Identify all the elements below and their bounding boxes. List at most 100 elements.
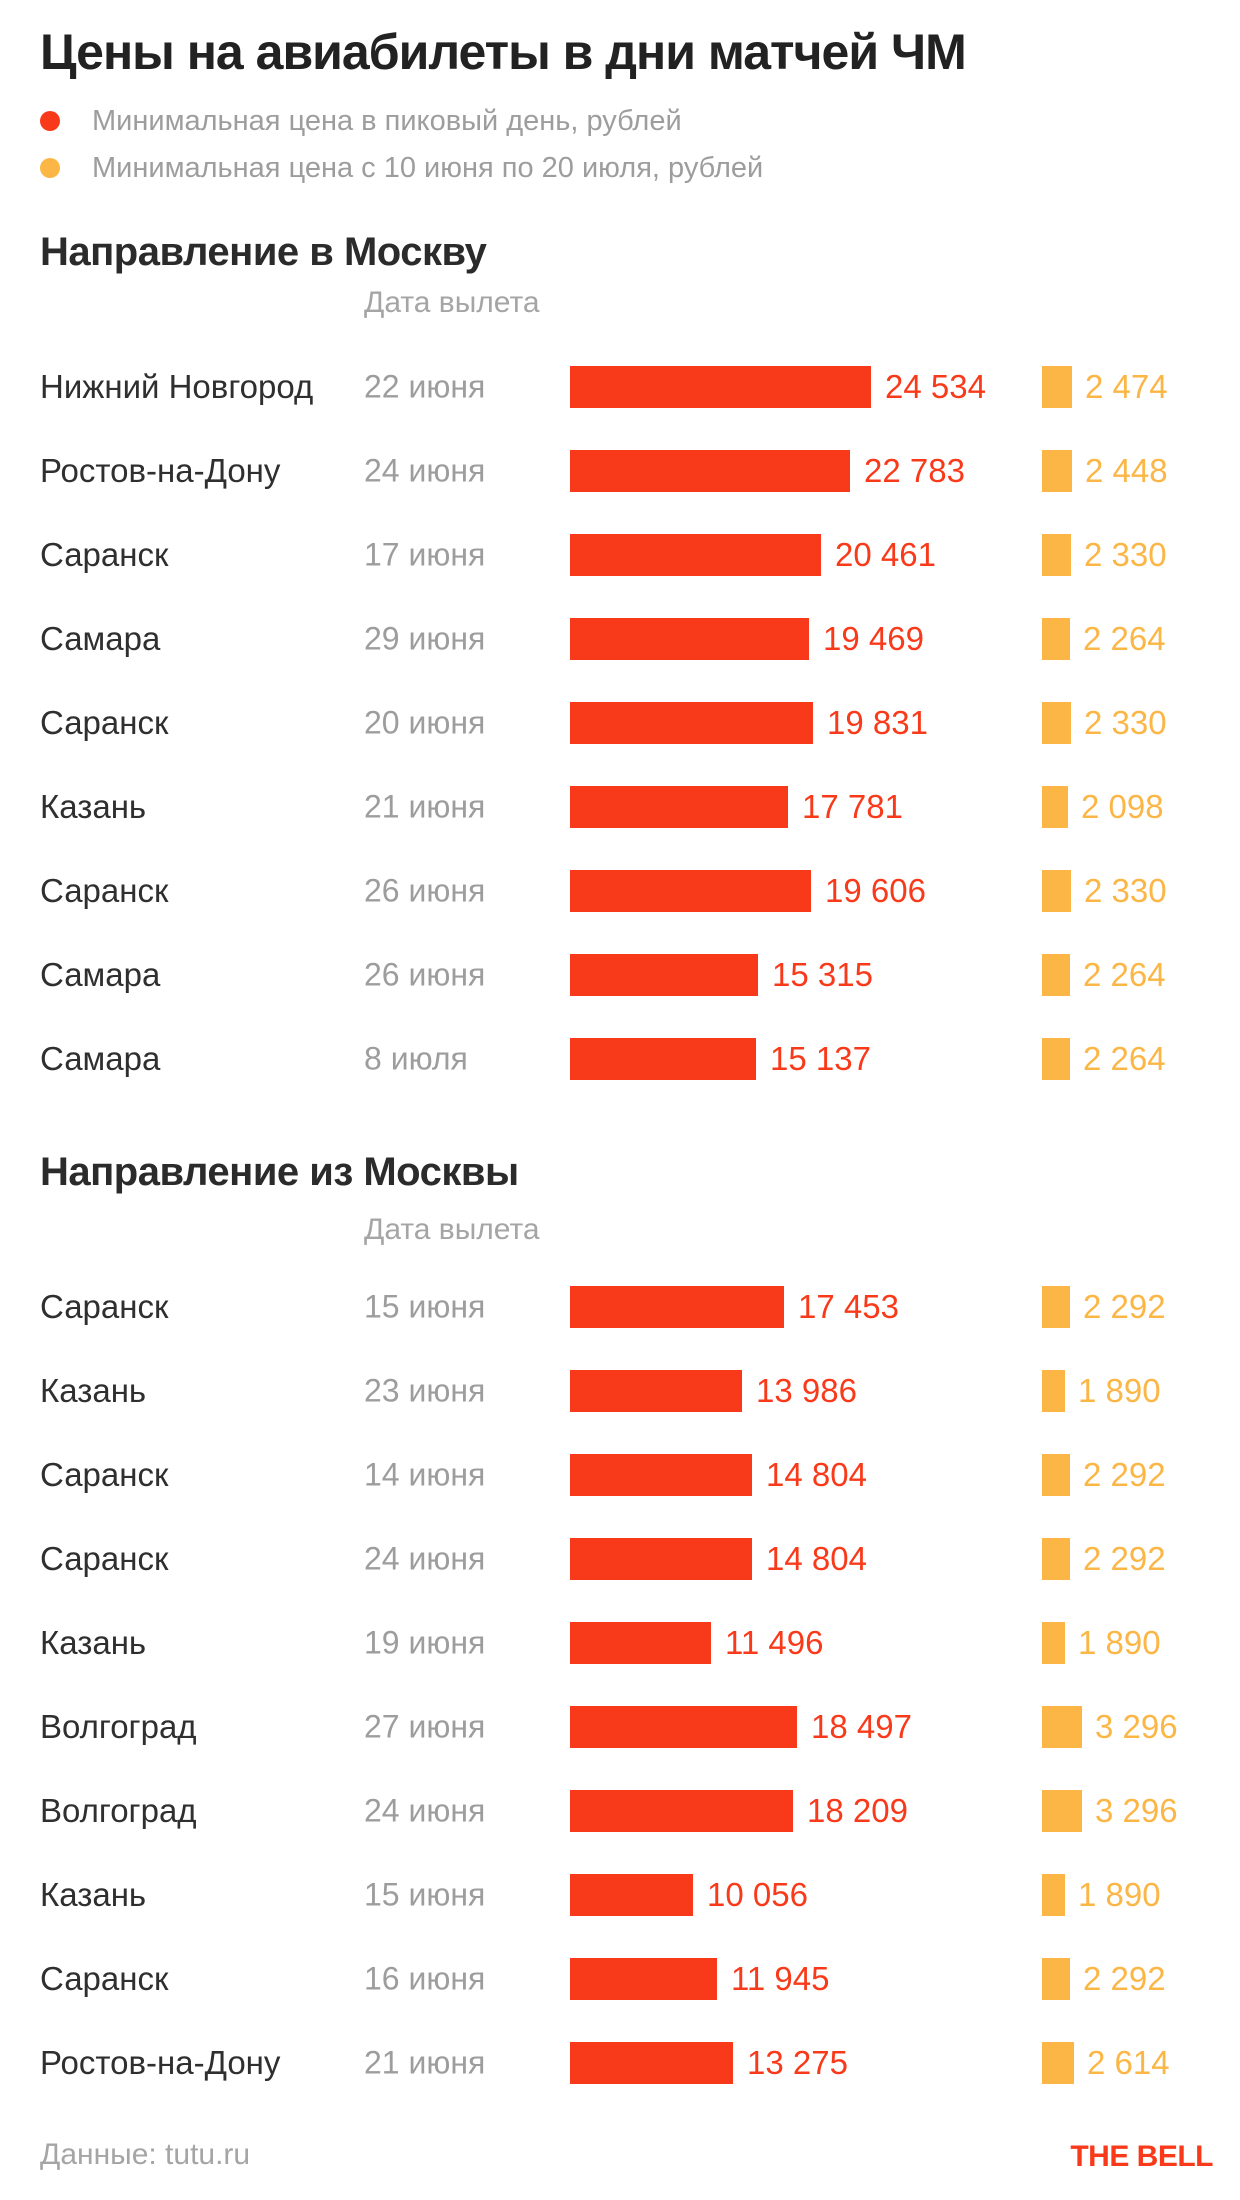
peak-price-value: 22 783 [864, 452, 965, 489]
table-row: Нижний Новгород 22 июня 24 534 2 474 [0, 345, 1240, 429]
period-price-bar [1042, 786, 1068, 828]
table-row: Самара 29 июня 19 469 2 264 [0, 597, 1240, 681]
table-row: Самара 8 июля 15 137 2 264 [0, 1017, 1240, 1101]
departure-date: 24 июня [364, 1540, 486, 1577]
departure-date: 26 июня [364, 956, 486, 993]
peak-price-bar [570, 2042, 733, 2084]
peak-price-bar [570, 1706, 797, 1748]
city-label: Саранск [40, 1540, 169, 1577]
peak-price-bar [570, 1038, 756, 1080]
peak-series-dot-icon [40, 111, 60, 131]
city-label: Волгоград [40, 1708, 197, 1745]
period-price-value: 2 098 [1081, 788, 1164, 825]
table-row: Казань 23 июня 13 986 1 890 [0, 1349, 1240, 1433]
peak-price-bar [570, 786, 788, 828]
period-price-bar [1042, 618, 1070, 660]
period-price-value: 2 292 [1083, 1960, 1166, 1997]
data-source-credit: Данные: tutu.ru [40, 2138, 251, 2171]
rows: Нижний Новгород 22 июня 24 534 2 474 Ростов-… [0, 345, 1240, 1101]
departure-date-column-header: Дата вылета [364, 286, 540, 319]
section-from-moscow: Направление из Москвы Дата вылета Саранс… [0, 1150, 1240, 2084]
city-label: Ростов-на-Дону [40, 452, 281, 489]
table-row: Ростов-на-Дону 24 июня 22 783 2 448 [0, 429, 1240, 513]
departure-date: 26 июня [364, 872, 486, 909]
peak-price-bar [570, 1286, 784, 1328]
departure-date: 19 июня [364, 1624, 486, 1661]
city-label: Казань [40, 1372, 147, 1409]
city-label: Саранск [40, 1456, 169, 1493]
period-price-value: 3 296 [1095, 1708, 1178, 1745]
section-title: Направление в Москву [40, 230, 487, 274]
peak-price-value: 11 945 [731, 1960, 830, 1997]
peak-price-bar [570, 366, 871, 408]
period-price-bar [1042, 1538, 1070, 1580]
section-title: Направление из Москвы [40, 1150, 519, 1194]
departure-date: 24 июня [364, 452, 486, 489]
city-label: Саранск [40, 1288, 169, 1325]
peak-price-value: 15 137 [770, 1040, 871, 1077]
city-label: Казань [40, 1876, 147, 1913]
peak-price-bar [570, 870, 811, 912]
table-row: Казань 19 июня 11 496 1 890 [0, 1601, 1240, 1685]
departure-date-column-header: Дата вылета [364, 1213, 540, 1246]
peak-price-bar [570, 1874, 693, 1916]
page-title: Цены на авиабилеты в дни матчей ЧМ [40, 24, 967, 80]
peak-price-value: 11 496 [725, 1624, 824, 1661]
period-price-bar [1042, 1958, 1070, 2000]
period-price-bar [1042, 366, 1072, 408]
table-row: Волгоград 24 июня 18 209 3 296 [0, 1769, 1240, 1853]
peak-price-value: 19 469 [823, 620, 924, 657]
period-price-bar [1042, 954, 1070, 996]
table-row: Саранск 14 июня 14 804 2 292 [0, 1433, 1240, 1517]
period-price-value: 2 264 [1083, 1040, 1166, 1077]
peak-price-value: 14 804 [766, 1540, 867, 1577]
period-price-bar [1042, 1370, 1065, 1412]
departure-date: 14 июня [364, 1456, 486, 1493]
period-price-value: 2 330 [1084, 704, 1167, 741]
peak-price-value: 18 209 [807, 1792, 908, 1829]
city-label: Волгоград [40, 1792, 197, 1829]
departure-date: 15 июня [364, 1288, 486, 1325]
table-row: Саранск 20 июня 19 831 2 330 [0, 681, 1240, 765]
city-label: Самара [40, 620, 161, 657]
departure-date: 20 июня [364, 704, 486, 741]
period-price-bar [1042, 1286, 1070, 1328]
table-row: Казань 15 июня 10 056 1 890 [0, 1853, 1240, 1937]
period-price-value: 2 292 [1083, 1540, 1166, 1577]
legend-item-peak: Минимальная цена в пиковый день, рублей [40, 104, 763, 138]
period-price-bar [1042, 702, 1071, 744]
period-price-value: 2 614 [1087, 2044, 1170, 2081]
departure-date: 24 июня [364, 1792, 486, 1829]
departure-date: 21 июня [364, 2044, 486, 2081]
city-label: Нижний Новгород [40, 368, 314, 405]
period-price-value: 2 330 [1084, 872, 1167, 909]
peak-price-value: 17 781 [802, 788, 903, 825]
period-price-bar [1042, 870, 1071, 912]
period-price-value: 2 264 [1083, 620, 1166, 657]
peak-price-bar [570, 618, 809, 660]
period-price-bar [1042, 1874, 1065, 1916]
departure-date: 8 июля [364, 1040, 468, 1077]
departure-date: 29 июня [364, 620, 486, 657]
period-price-value: 1 890 [1078, 1876, 1161, 1913]
table-row: Самара 26 июня 15 315 2 264 [0, 933, 1240, 1017]
period-price-value: 1 890 [1078, 1372, 1161, 1409]
period-price-value: 2 292 [1083, 1288, 1166, 1325]
departure-date: 27 июня [364, 1708, 486, 1745]
peak-price-value: 24 534 [885, 368, 986, 405]
period-price-bar [1042, 1038, 1070, 1080]
period-price-value: 2 330 [1084, 536, 1167, 573]
peak-price-bar [570, 1454, 752, 1496]
city-label: Казань [40, 788, 147, 825]
peak-price-bar [570, 1370, 742, 1412]
period-price-bar [1042, 2042, 1074, 2084]
table-row: Саранск 15 июня 17 453 2 292 [0, 1265, 1240, 1349]
legend: Минимальная цена в пиковый день, рублей … [40, 104, 763, 198]
peak-price-bar [570, 1958, 717, 2000]
peak-price-bar [570, 450, 850, 492]
table-row: Саранск 17 июня 20 461 2 330 [0, 513, 1240, 597]
legend-item-label: Минимальная цена в пиковый день, рублей [92, 104, 682, 137]
period-price-value: 1 890 [1078, 1624, 1161, 1661]
peak-price-bar [570, 1790, 793, 1832]
section-to-moscow: Направление в Москву Дата вылета Нижний … [0, 230, 1240, 1080]
